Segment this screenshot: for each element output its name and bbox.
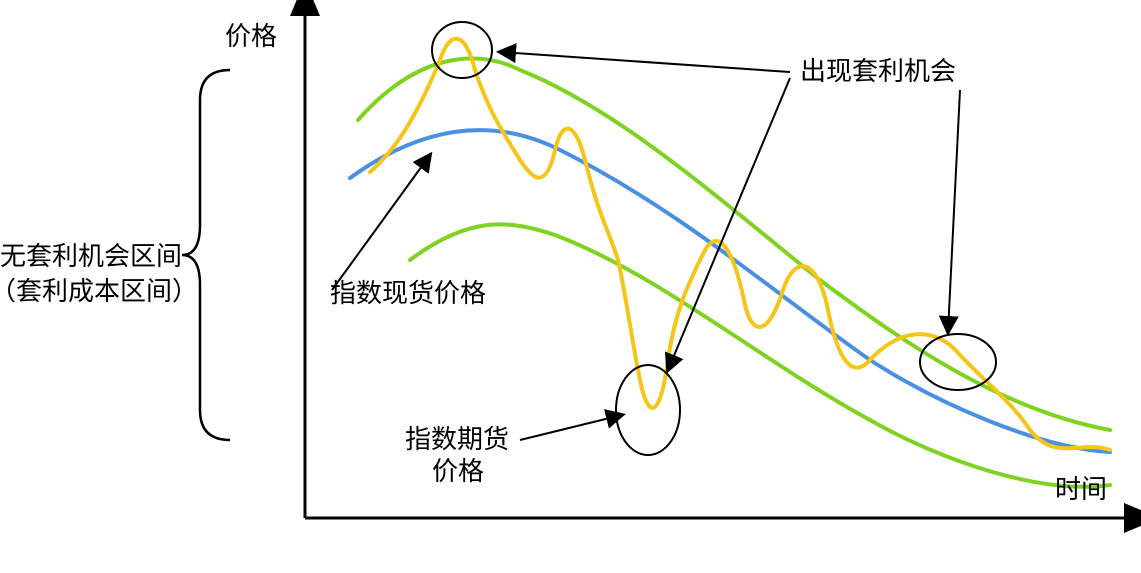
highlight-ellipses <box>432 22 996 455</box>
x-axis-label: 时间 <box>1055 475 1107 504</box>
annotation-arrow <box>948 90 960 332</box>
annotation-arrow <box>520 415 622 440</box>
annotation-arrow <box>500 52 790 72</box>
highlight-ellipse <box>432 22 492 78</box>
upper-band-curve <box>358 58 1110 430</box>
brace-label-line1: 无套利机会区间 <box>0 242 182 271</box>
futures-price-label-line2: 价格 <box>432 457 484 486</box>
brace <box>182 70 230 440</box>
futures-price-label-line1: 指数期货 <box>405 425 509 454</box>
highlight-ellipse <box>616 365 680 455</box>
brace-label-line2: （套利成本区间） <box>0 277 198 306</box>
futures-price-curve <box>370 39 1110 450</box>
arbitrage-opportunity-label: 出现套利机会 <box>800 57 956 86</box>
annotation-arrow <box>332 155 430 290</box>
annotation-arrows <box>332 52 960 440</box>
arbitrage-diagram: 价格 时间 无套利机会区间 （套利成本区间） 指数现货价格 指数期货 价格 出现… <box>0 0 1141 573</box>
spot-price-label: 指数现货价格 <box>330 279 486 308</box>
curves <box>350 39 1110 487</box>
lower-band-curve <box>410 224 1110 486</box>
highlight-ellipse <box>920 334 996 390</box>
y-axis-label: 价格 <box>225 22 277 51</box>
